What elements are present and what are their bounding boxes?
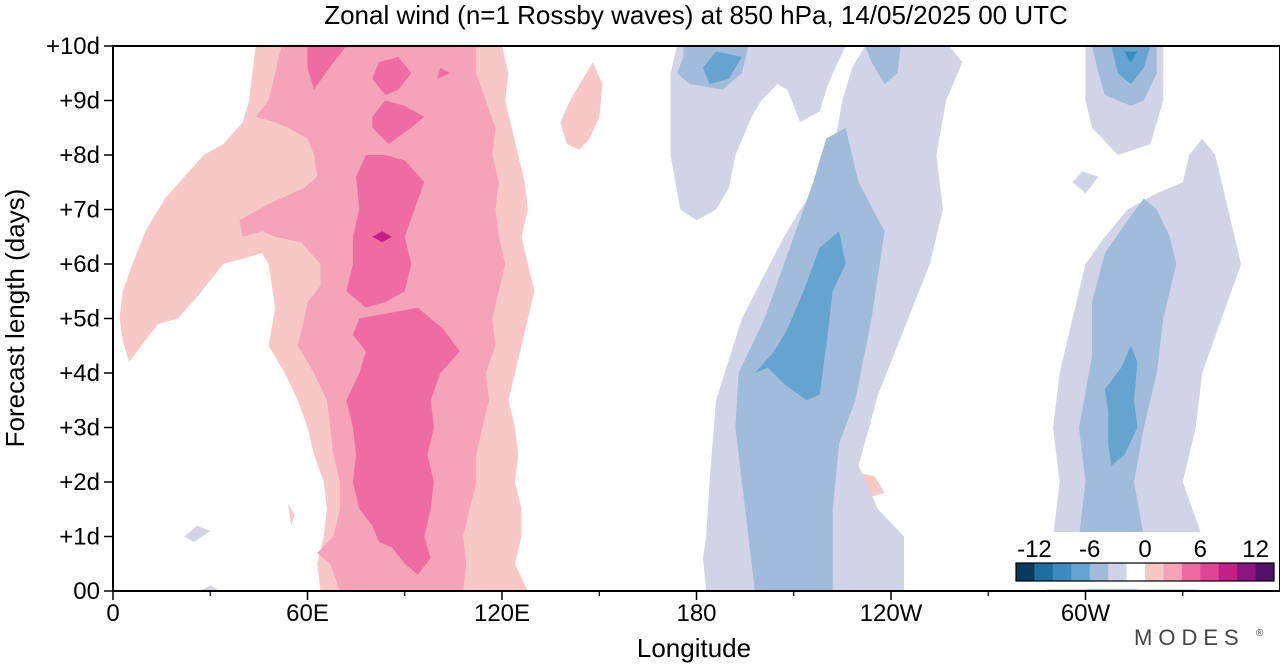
- colorbar-swatch: [1052, 563, 1072, 581]
- positive-anomaly-region-level-1: [560, 62, 603, 150]
- y-tick-label: +9d: [59, 88, 100, 115]
- y-tick-label: +7d: [59, 197, 100, 224]
- positive-anomaly-region-level-4: [372, 231, 392, 243]
- x-tick-label: 60W: [1061, 600, 1111, 627]
- colorbar-swatch: [1126, 563, 1146, 581]
- x-tick-label: 60E: [286, 600, 329, 627]
- modes-logo-mark: ®: [1256, 628, 1264, 639]
- colorbar-swatch: [1255, 563, 1275, 581]
- negative-anomaly-region-level-1: [184, 525, 211, 542]
- colorbar: -12 -6 0 6 12: [976, 532, 1276, 589]
- colorbar-swatch: [1181, 563, 1201, 581]
- x-tick-label: 180: [676, 600, 716, 627]
- negative-anomaly-region-level-2: [865, 46, 901, 85]
- positive-anomaly-region-level-3: [372, 56, 412, 96]
- positive-anomaly-region-level-3: [346, 307, 460, 575]
- colorbar-swatch: [1108, 563, 1128, 581]
- colorbar-swatch: [1089, 563, 1109, 581]
- negative-anomaly-region-level-3: [1111, 46, 1151, 85]
- negative-anomaly-region-level-1: [200, 585, 220, 591]
- colorbar-frame: [1015, 562, 1275, 582]
- colorbar-label: -6: [1079, 536, 1100, 563]
- positive-anomaly-region-level-3: [346, 155, 425, 308]
- y-tick-label: +10d: [46, 33, 100, 60]
- modes-logo: MODES: [1134, 625, 1245, 650]
- x-tick-label: 120E: [474, 600, 530, 627]
- x-tick-label: 0: [106, 600, 119, 627]
- y-tick-label: +5d: [59, 306, 100, 333]
- positive-anomaly-region-level-3: [372, 100, 425, 145]
- x-axis-label: Longitude: [637, 633, 751, 663]
- colorbar-swatch: [1200, 563, 1220, 581]
- y-tick-label: +8d: [59, 142, 100, 169]
- chart-title: Zonal wind (n=1 Rossby waves) at 850 hPa…: [324, 0, 1068, 30]
- y-tick-label: +6d: [59, 251, 100, 278]
- negative-anomaly-region-level-1: [670, 46, 846, 221]
- y-tick-label: 00: [73, 578, 100, 605]
- negative-anomaly-region-level-3: [703, 51, 742, 85]
- positive-anomaly-region-level-3: [307, 46, 347, 90]
- y-tick-label: +1d: [59, 524, 100, 551]
- y-tick-label: +4d: [59, 360, 100, 387]
- contour-regions: [119, 46, 1242, 592]
- negative-anomaly-region-level-1: [1072, 171, 1099, 194]
- colorbar-label: -12: [1017, 536, 1052, 563]
- colorbar-swatch: [1145, 563, 1164, 581]
- negative-anomaly-region-level-3: [754, 231, 846, 401]
- colorbar-swatch: [1016, 563, 1035, 581]
- axis-ticks: 0 60E 120E 180 120W 60W 00 +1d +2d +3d +4d +5d +6d +7…: [46, 33, 1184, 627]
- colorbar-label: 12: [1242, 536, 1269, 563]
- y-axis-label: Forecast length (days): [0, 189, 30, 448]
- positive-anomaly-region-level-1: [288, 503, 295, 526]
- colorbar-swatch: [1218, 563, 1238, 581]
- colorbar-swatch: [1071, 563, 1091, 581]
- x-tick-label: 120W: [860, 600, 923, 627]
- y-tick-label: +2d: [59, 469, 100, 496]
- colorbar-swatch: [1163, 563, 1183, 581]
- colorbar-swatch: [1034, 563, 1054, 581]
- colorbar-label: 6: [1194, 536, 1207, 563]
- positive-anomaly-region-level-3: [437, 67, 451, 79]
- colorbar-swatch: [1237, 563, 1257, 581]
- y-tick-label: +3d: [59, 415, 100, 442]
- negative-anomaly-region-level-3: [1104, 345, 1138, 466]
- plot-frame: [112, 45, 1280, 592]
- colorbar-label: 0: [1138, 536, 1151, 563]
- negative-anomaly-region-level-4: [1124, 51, 1138, 63]
